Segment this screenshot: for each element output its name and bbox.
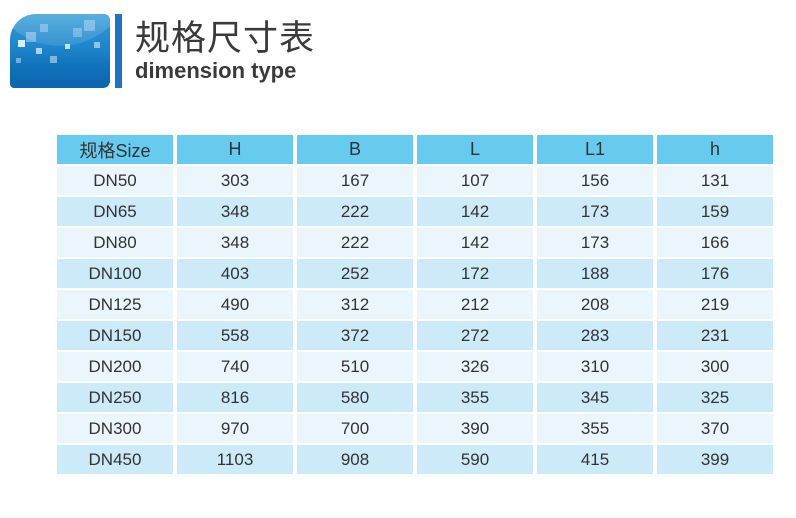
table-row: DN65 348 222 142 173 159 — [57, 197, 773, 226]
page-subtitle: dimension type — [135, 57, 297, 83]
value-cell: 219 — [657, 290, 773, 319]
value-cell: 208 — [537, 290, 653, 319]
value-cell: 740 — [177, 352, 293, 381]
table-row: DN50 303 167 107 156 131 — [57, 166, 773, 195]
value-cell: 590 — [417, 445, 533, 474]
value-cell: 212 — [417, 290, 533, 319]
header-section: 规格尺寸表 dimension type — [10, 14, 315, 88]
value-cell: 231 — [657, 321, 773, 350]
table-row: DN80 348 222 142 173 166 — [57, 228, 773, 257]
value-cell: 970 — [177, 414, 293, 443]
value-cell: 300 — [657, 352, 773, 381]
value-cell: 131 — [657, 166, 773, 195]
value-cell: 156 — [537, 166, 653, 195]
value-cell: 348 — [177, 228, 293, 257]
table-row: DN125 490 312 212 208 219 — [57, 290, 773, 319]
column-header-H: H — [177, 135, 293, 164]
value-cell: 325 — [657, 383, 773, 412]
size-cell: DN125 — [57, 290, 173, 319]
value-cell: 222 — [297, 228, 413, 257]
value-cell: 272 — [417, 321, 533, 350]
value-cell: 142 — [417, 228, 533, 257]
size-cell: DN65 — [57, 197, 173, 226]
value-cell: 558 — [177, 321, 293, 350]
value-cell: 166 — [657, 228, 773, 257]
value-cell: 176 — [657, 259, 773, 288]
size-cell: DN80 — [57, 228, 173, 257]
value-cell: 510 — [297, 352, 413, 381]
accent-bar — [115, 14, 122, 88]
column-header-L: L — [417, 135, 533, 164]
value-cell: 107 — [417, 166, 533, 195]
value-cell: 816 — [177, 383, 293, 412]
size-cell: DN150 — [57, 321, 173, 350]
table-row: DN100 403 252 172 188 176 — [57, 259, 773, 288]
table-row: DN200 740 510 326 310 300 — [57, 352, 773, 381]
brand-logo-icon — [10, 14, 110, 88]
value-cell: 345 — [537, 383, 653, 412]
table-row: DN150 558 372 272 283 231 — [57, 321, 773, 350]
size-cell: DN450 — [57, 445, 173, 474]
value-cell: 167 — [297, 166, 413, 195]
table-row: DN300 970 700 390 355 370 — [57, 414, 773, 443]
value-cell: 312 — [297, 290, 413, 319]
column-header-h: h — [657, 135, 773, 164]
column-header-L1: L1 — [537, 135, 653, 164]
table-body: DN50 303 167 107 156 131 DN65 348 222 142 173 159 DN… — [57, 166, 773, 474]
value-cell: 490 — [177, 290, 293, 319]
title-block: 规格尺寸表 dimension type — [135, 14, 315, 88]
value-cell: 172 — [417, 259, 533, 288]
column-header-size: 规格Size — [57, 135, 173, 164]
value-cell: 355 — [417, 383, 533, 412]
value-cell: 390 — [417, 414, 533, 443]
size-cell: DN50 — [57, 166, 173, 195]
value-cell: 159 — [657, 197, 773, 226]
page-title: 规格尺寸表 — [135, 18, 316, 58]
value-cell: 283 — [537, 321, 653, 350]
size-cell: DN250 — [57, 383, 173, 412]
value-cell: 908 — [297, 445, 413, 474]
table-row: DN450 1103 908 590 415 399 — [57, 445, 773, 474]
value-cell: 326 — [417, 352, 533, 381]
size-cell: DN200 — [57, 352, 173, 381]
value-cell: 355 — [537, 414, 653, 443]
value-cell: 580 — [297, 383, 413, 412]
value-cell: 700 — [297, 414, 413, 443]
dimension-table: 规格Size H B L L1 h DN50 303 167 107 156 131 DN6… — [53, 133, 777, 476]
value-cell: 399 — [657, 445, 773, 474]
table-row: DN250 816 580 355 345 325 — [57, 383, 773, 412]
value-cell: 142 — [417, 197, 533, 226]
size-cell: DN300 — [57, 414, 173, 443]
size-cell: DN100 — [57, 259, 173, 288]
value-cell: 303 — [177, 166, 293, 195]
value-cell: 188 — [537, 259, 653, 288]
value-cell: 1103 — [177, 445, 293, 474]
value-cell: 310 — [537, 352, 653, 381]
value-cell: 173 — [537, 197, 653, 226]
value-cell: 372 — [297, 321, 413, 350]
value-cell: 415 — [537, 445, 653, 474]
column-header-B: B — [297, 135, 413, 164]
table-header-row: 规格Size H B L L1 h — [57, 135, 773, 164]
value-cell: 370 — [657, 414, 773, 443]
value-cell: 222 — [297, 197, 413, 226]
value-cell: 173 — [537, 228, 653, 257]
value-cell: 252 — [297, 259, 413, 288]
value-cell: 403 — [177, 259, 293, 288]
value-cell: 348 — [177, 197, 293, 226]
